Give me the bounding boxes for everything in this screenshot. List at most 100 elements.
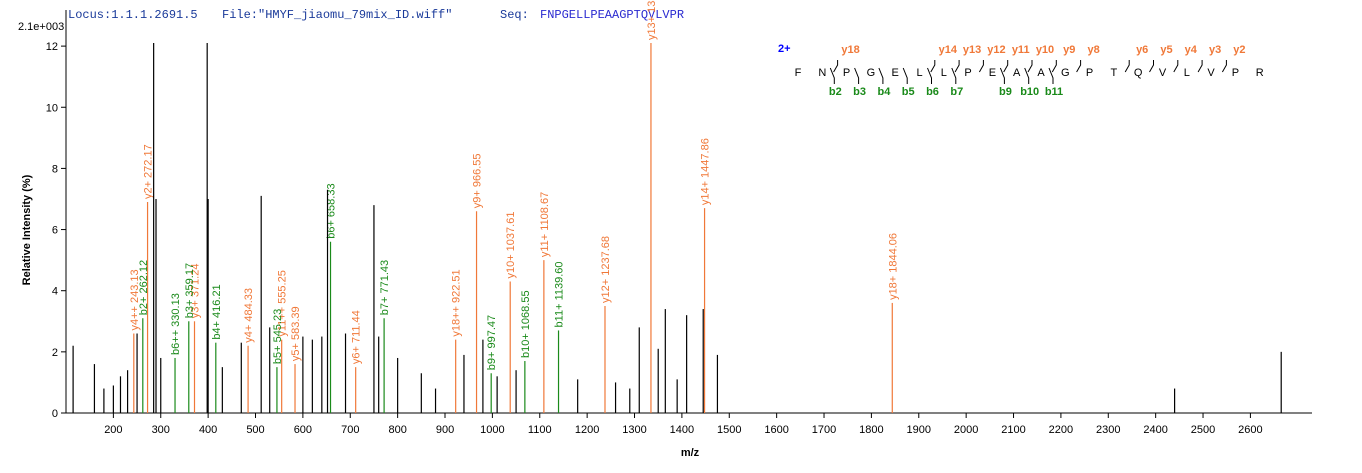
b-ion-label: b5 — [902, 86, 915, 98]
y-ion-bracket — [1027, 60, 1033, 73]
y-ion-label: y11 — [1012, 44, 1030, 56]
x-tick-label: 900 — [436, 424, 454, 436]
b-ion-bracket — [999, 67, 1005, 84]
peak-label: y10+ 1037.61 — [505, 212, 517, 279]
residue: Q — [1134, 67, 1143, 79]
b-ion-bracket — [854, 67, 860, 84]
peak-label: y18++ 922.51 — [451, 269, 463, 336]
b-ion-label: b3 — [853, 86, 866, 98]
residue: T — [1111, 67, 1118, 79]
y-ion-bracket — [954, 60, 960, 73]
x-tick-label: 1400 — [670, 424, 694, 436]
residue: N — [818, 67, 826, 79]
y-ion-label: y13 — [963, 44, 981, 56]
y-ion-bracket — [1197, 60, 1203, 73]
peak-label: y3+ 371.24 — [190, 264, 202, 319]
x-tick-label: 400 — [199, 424, 217, 436]
peak-label: y2+ 272.17 — [143, 144, 155, 199]
locus: Locus:1.1.1.2691.5 — [68, 8, 198, 22]
peak-label: y4++ 243.13 — [129, 269, 141, 330]
x-tick-label: 2400 — [1143, 424, 1167, 436]
x-tick-label: 2000 — [954, 424, 978, 436]
residue: P — [1086, 67, 1093, 79]
y-ion-bracket — [1173, 60, 1179, 73]
residue: G — [867, 67, 876, 79]
b-ion-bracket — [1024, 67, 1030, 84]
residue: F — [795, 67, 802, 79]
y-ion-label: y5 — [1160, 44, 1172, 56]
peak-label: b6++ 330.13 — [170, 293, 182, 355]
residue: E — [989, 67, 996, 79]
peak-label: b3+ 359.17 — [184, 263, 196, 318]
peak-label: b7+ 771.43 — [379, 260, 391, 315]
y-tick-label: 2 — [52, 347, 58, 359]
x-axis-label: m/z — [681, 447, 700, 459]
peak-label: b10+ 1068.55 — [520, 290, 532, 358]
y-ion-bracket — [1051, 60, 1057, 73]
y-ion-bracket — [833, 60, 839, 73]
x-tick-label: 1100 — [528, 424, 552, 436]
x-tick-label: 1200 — [575, 424, 599, 436]
peak-label: y9+ 966.55 — [472, 153, 484, 208]
residue: V — [1159, 67, 1167, 79]
y-ion-label: y10 — [1036, 44, 1054, 56]
residue: L — [941, 67, 947, 79]
y-ion-bracket — [1076, 60, 1082, 73]
peak-label: y6+ 711.44 — [351, 310, 363, 364]
charge: 2+ — [778, 43, 791, 55]
peak-label: y5+ 583.39 — [290, 306, 302, 361]
b-ion-label: b10 — [1020, 86, 1039, 98]
residue: P — [964, 67, 971, 79]
y-axis-label: Relative Intensity (%) — [21, 174, 33, 285]
b-ion-bracket — [902, 67, 908, 84]
x-tick-label: 2500 — [1191, 424, 1215, 436]
y-tick-label: 6 — [52, 225, 58, 237]
y-ion-label: y9 — [1063, 44, 1075, 56]
x-tick-label: 500 — [246, 424, 264, 436]
scale-label: 2.1e+003 — [18, 21, 64, 33]
y-tick-label: 8 — [52, 163, 58, 175]
y-ion-label: y4 — [1185, 44, 1198, 56]
y-ion-label: y14 — [939, 44, 958, 56]
residue: A — [1037, 67, 1045, 79]
peak-label: b5+ 545.23 — [272, 309, 284, 364]
y-tick-label: 0 — [52, 408, 58, 420]
b-ion-label: b4 — [877, 86, 891, 98]
seq-label: Seq: — [500, 8, 529, 22]
b-ion-bracket — [927, 67, 932, 84]
residue: P — [1232, 67, 1239, 79]
peak-label: b11+ 1139.60 — [554, 261, 566, 327]
y-ion-label: y18 — [841, 44, 859, 56]
y-ion-bracket — [1221, 60, 1227, 73]
y-ion-label: y12 — [987, 44, 1005, 56]
b-ion-label: b9 — [999, 86, 1012, 98]
y-ion-label: y2 — [1233, 44, 1245, 56]
b-ion-label: b2 — [829, 86, 842, 98]
b-ion-bracket — [951, 67, 957, 84]
x-tick-label: 1900 — [907, 424, 931, 436]
peak-label: b4+ 416.21 — [211, 284, 223, 339]
residue: L — [916, 67, 922, 79]
sequence: FNPGELLPEAAGPTQVLVPR — [540, 8, 684, 22]
peak-label: y4+ 484.33 — [243, 288, 255, 343]
peak-label: b9+ 997.47 — [486, 315, 498, 370]
residue: V — [1207, 67, 1215, 79]
peak-label: y13+ 1334.7 — [646, 0, 658, 40]
peak-label: y11+ 1108.67 — [539, 192, 551, 257]
b-ion-label: b7 — [950, 86, 963, 98]
y-ion-bracket — [1149, 60, 1154, 73]
x-tick-label: 2600 — [1238, 424, 1262, 436]
x-tick-label: 2200 — [1049, 424, 1073, 436]
residue: R — [1256, 67, 1264, 79]
x-tick-label: 2100 — [1001, 424, 1025, 436]
peak-label: y11++ 555.25 — [277, 270, 289, 336]
residue: E — [892, 67, 899, 79]
y-tick-label: 12 — [46, 41, 58, 53]
b-ion-label: b6 — [926, 86, 939, 98]
b-ion-bracket — [878, 67, 884, 84]
x-tick-label: 300 — [152, 424, 170, 436]
peak-label: b6+ 658.33 — [326, 183, 338, 238]
file: File:"HMYF_jiaomu_79mix_ID.wiff" — [222, 8, 452, 22]
residue: L — [1184, 67, 1190, 79]
